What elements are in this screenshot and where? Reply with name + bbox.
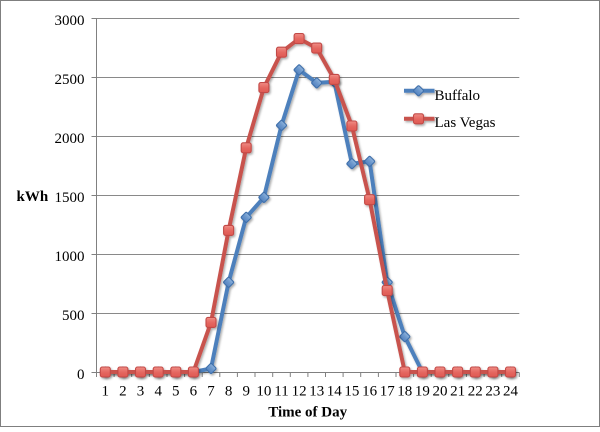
svg-text:1500: 1500 — [55, 190, 85, 206]
svg-text:9: 9 — [242, 384, 250, 400]
svg-text:1: 1 — [102, 384, 110, 400]
svg-text:18: 18 — [397, 384, 412, 400]
svg-text:500: 500 — [62, 308, 85, 324]
svg-text:20: 20 — [433, 384, 448, 400]
svg-text:23: 23 — [485, 384, 500, 400]
svg-text:5: 5 — [172, 384, 180, 400]
svg-text:6: 6 — [190, 384, 198, 400]
svg-text:11: 11 — [274, 384, 288, 400]
svg-text:Las Vegas: Las Vegas — [435, 115, 496, 131]
svg-text:13: 13 — [309, 384, 324, 400]
svg-text:kWh: kWh — [17, 189, 49, 205]
svg-text:22: 22 — [468, 384, 483, 400]
svg-text:2: 2 — [119, 384, 127, 400]
svg-text:3000: 3000 — [55, 13, 85, 29]
svg-text:17: 17 — [380, 384, 396, 400]
svg-text:24: 24 — [503, 384, 519, 400]
svg-text:2500: 2500 — [55, 72, 85, 88]
svg-text:10: 10 — [256, 384, 271, 400]
svg-text:15: 15 — [344, 384, 359, 400]
svg-text:0: 0 — [77, 367, 85, 383]
svg-text:19: 19 — [415, 384, 430, 400]
svg-text:4: 4 — [154, 384, 162, 400]
svg-text:16: 16 — [362, 384, 378, 400]
svg-text:2000: 2000 — [55, 131, 85, 147]
svg-text:3: 3 — [137, 384, 145, 400]
svg-text:14: 14 — [327, 384, 343, 400]
svg-text:8: 8 — [225, 384, 233, 400]
svg-text:21: 21 — [450, 384, 465, 400]
svg-text:12: 12 — [292, 384, 307, 400]
svg-text:7: 7 — [207, 384, 215, 400]
svg-text:Buffalo: Buffalo — [435, 88, 481, 104]
svg-text:1000: 1000 — [55, 249, 85, 265]
svg-text:Time of Day: Time of Day — [268, 405, 347, 421]
